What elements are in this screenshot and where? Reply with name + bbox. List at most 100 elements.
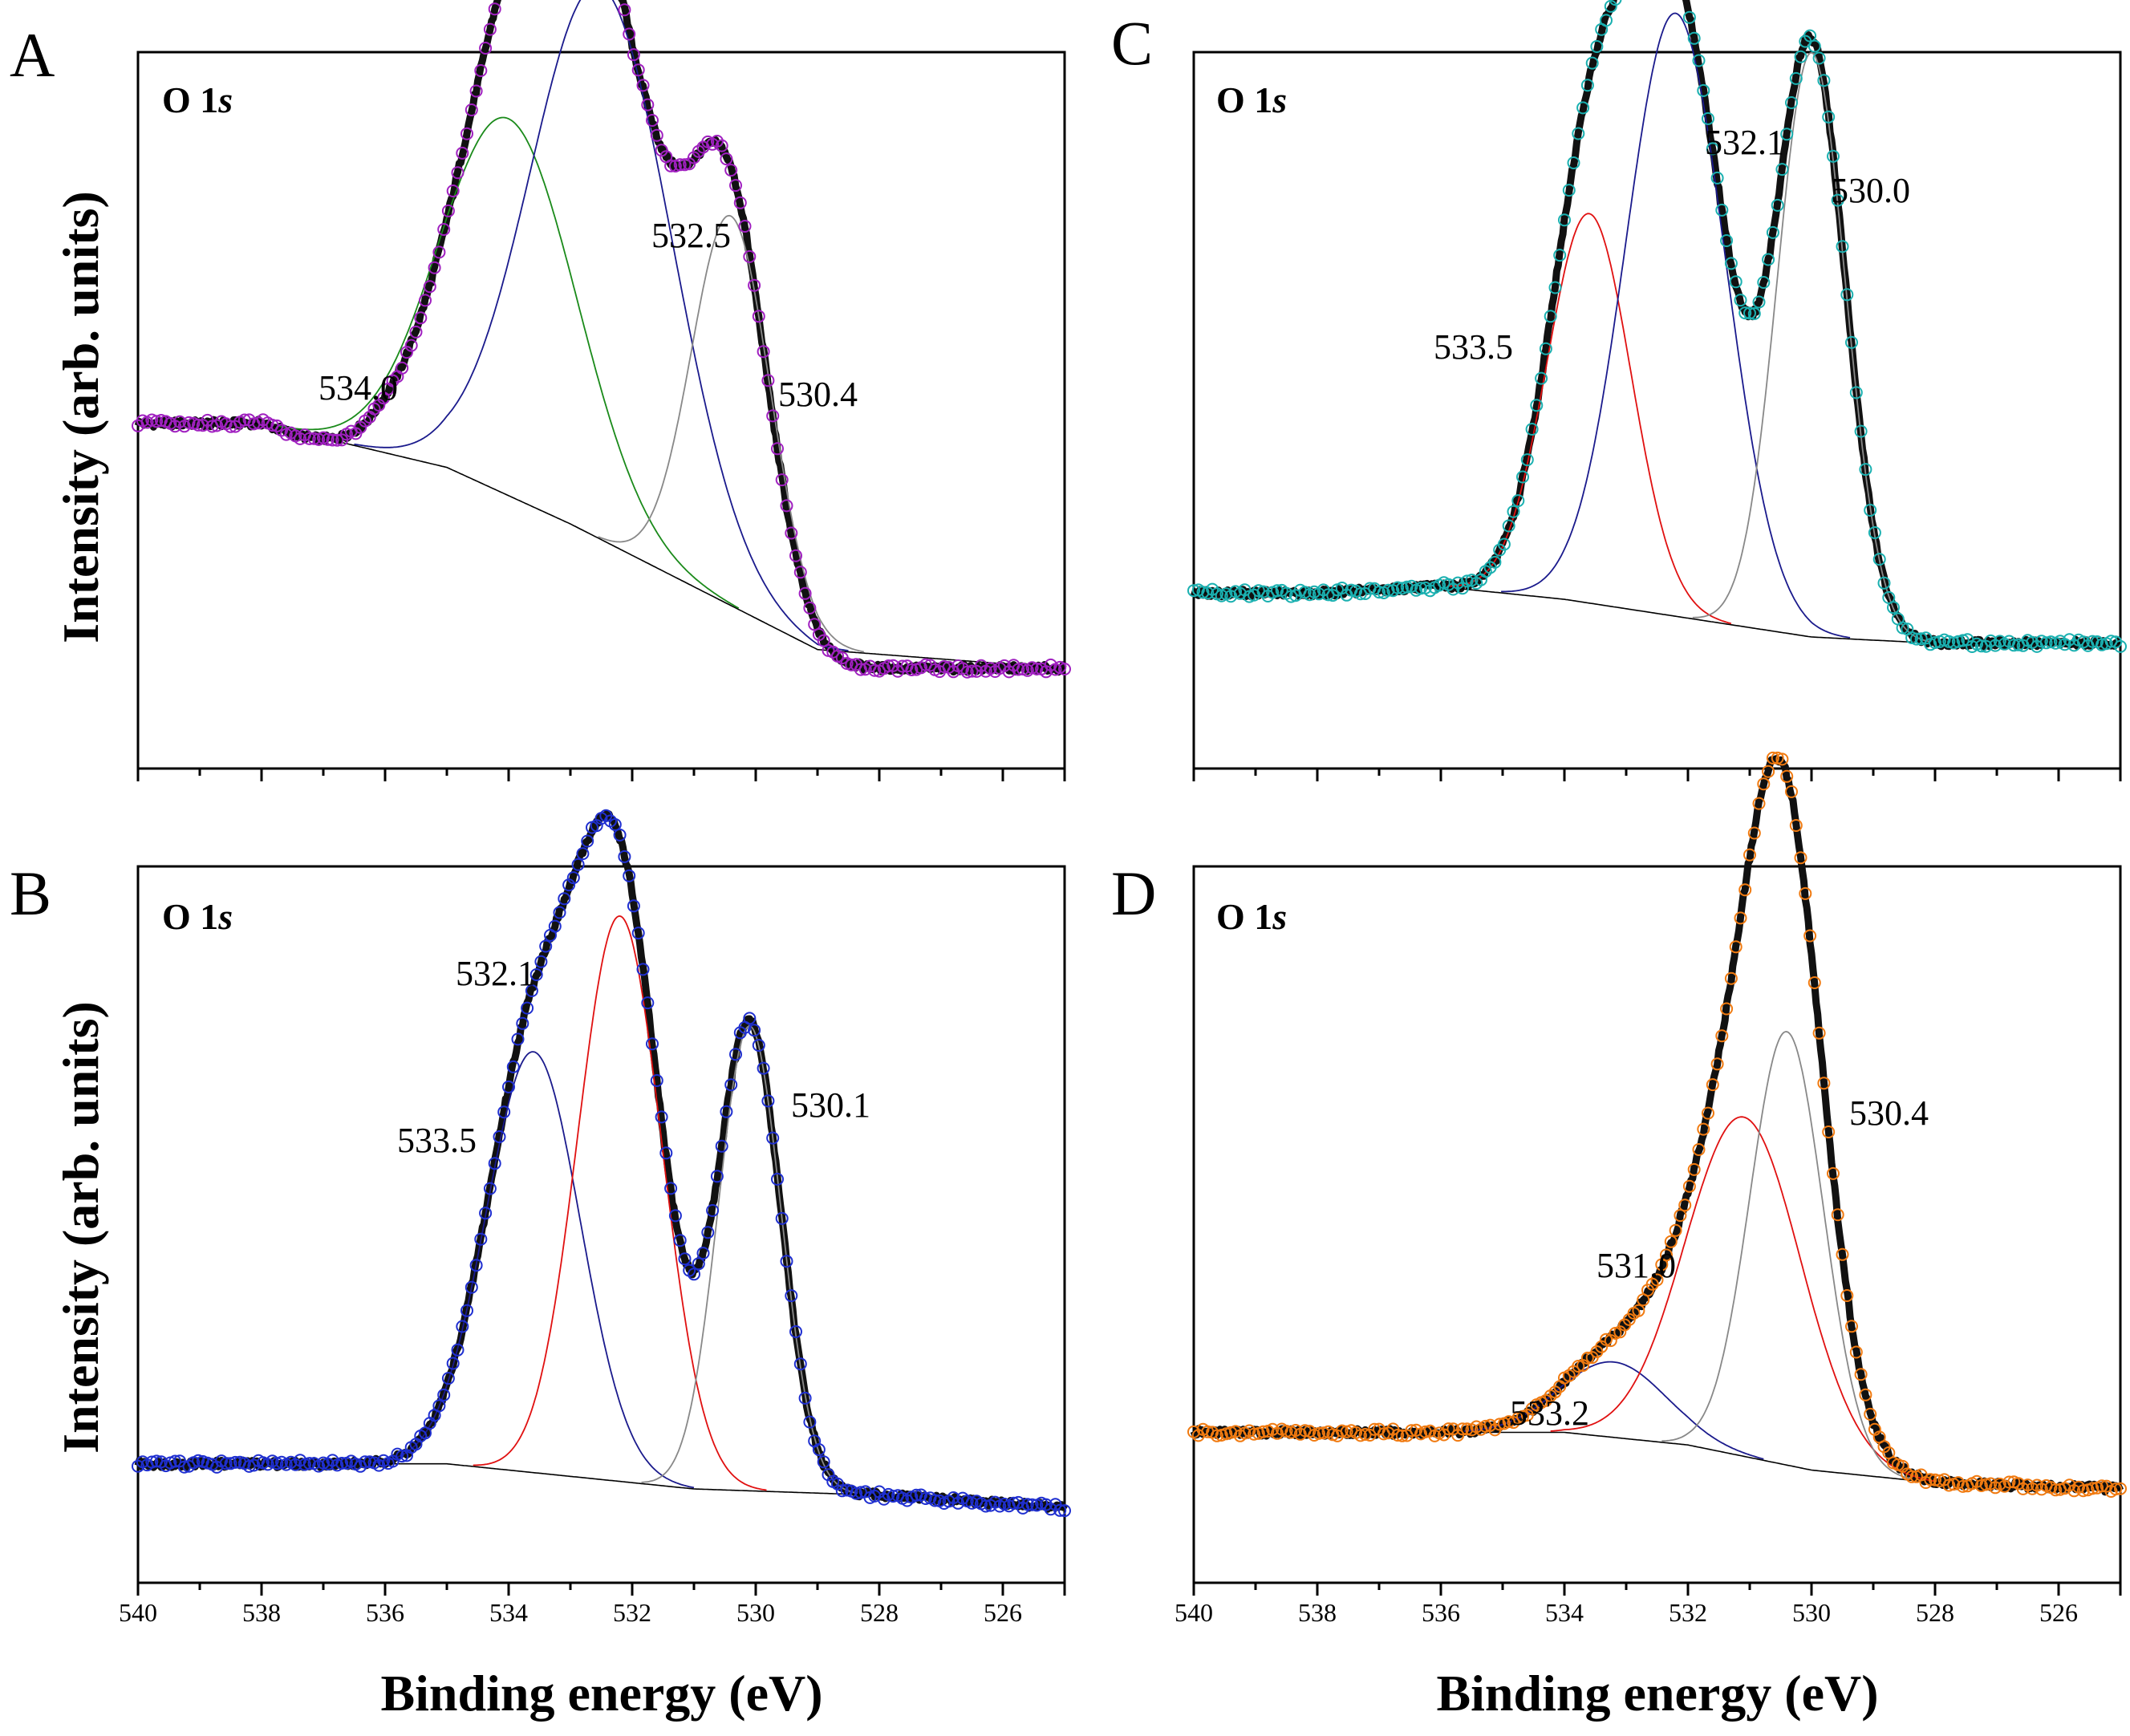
panel-a-experimental-trace bbox=[134, 0, 1067, 676]
panel-b-data-point bbox=[451, 1343, 465, 1357]
panel-c-data-point bbox=[1252, 584, 1265, 598]
panel-b-data-point bbox=[627, 899, 640, 913]
panel-c-data-point bbox=[1187, 584, 1200, 598]
panel-c-data-point bbox=[2039, 636, 2053, 650]
panel-d-data-point bbox=[1845, 1320, 1858, 1333]
panel-a-data-point bbox=[302, 432, 316, 445]
panel-b-data-point bbox=[534, 955, 548, 968]
panel-a-data-point bbox=[636, 79, 650, 92]
panel-d-data-point bbox=[1780, 769, 1794, 783]
panel-c-data-point bbox=[1442, 578, 1455, 591]
panel-d-tick-label: 534 bbox=[1545, 1598, 1584, 1627]
panel-d-data-point bbox=[1794, 851, 1807, 865]
panel-a-data-point bbox=[766, 409, 780, 423]
panel-d-data-point bbox=[1660, 1248, 1673, 1262]
panel-a-data-point bbox=[793, 566, 807, 579]
panel-c-data-point bbox=[1822, 110, 1836, 124]
panel-b-data-point bbox=[460, 1304, 473, 1317]
panel-b-data-point bbox=[623, 869, 636, 882]
panel-d-data-point bbox=[1692, 1143, 1706, 1156]
panel-b-data-point bbox=[456, 1320, 469, 1333]
panel-d-data-point bbox=[1456, 1422, 1469, 1436]
panel-a-data-point bbox=[761, 374, 775, 387]
panel-c-data-point bbox=[1747, 307, 1761, 320]
panel-d-title: O 1s bbox=[1216, 896, 1287, 937]
panel-b-data-point bbox=[469, 1259, 483, 1272]
panel-a-data-point bbox=[400, 346, 413, 359]
panel-c-data-point bbox=[1558, 213, 1571, 227]
panel-a-data-point bbox=[479, 42, 493, 55]
panel-d-data-point bbox=[1929, 1473, 1941, 1487]
panel-a-peak-label-534: 534.0 bbox=[318, 368, 398, 408]
panel-d-data-point bbox=[1734, 911, 1747, 925]
panel-c: C O 1s 533.5 532.1 530.0 bbox=[1111, 0, 2127, 781]
panel-c-data-point bbox=[1720, 234, 1734, 247]
panel-c-data-point bbox=[1743, 306, 1756, 320]
panel-b-data-point bbox=[613, 828, 627, 842]
panel-c-data-point bbox=[1757, 276, 1771, 289]
panel-c-data-point bbox=[1849, 386, 1863, 400]
panel-a-data-point bbox=[960, 665, 974, 679]
panel-d-data-point bbox=[1757, 777, 1771, 791]
panel-c-data-point bbox=[1414, 582, 1427, 595]
panel-b-data-point bbox=[724, 1078, 738, 1092]
panel-b-data-point bbox=[886, 1490, 900, 1503]
panel-d-data-point bbox=[1650, 1273, 1664, 1287]
panel-b-data-point bbox=[706, 1204, 720, 1217]
panel-d-data-point bbox=[1317, 1426, 1330, 1440]
panel-b-data-point bbox=[437, 1388, 451, 1401]
panel-d-data-point bbox=[1353, 1429, 1367, 1442]
panel-b-data-point bbox=[168, 1454, 182, 1468]
panel-b-data-point bbox=[655, 1110, 668, 1124]
panel-b-peak-533-5 bbox=[372, 1051, 695, 1489]
panel-c-data-point bbox=[1682, 10, 1696, 24]
panel-a-data-point bbox=[803, 601, 817, 614]
panel-a-data-point bbox=[655, 144, 668, 157]
panel-d-experimental-trace bbox=[1190, 755, 2124, 1496]
panel-a-data-point bbox=[446, 185, 460, 197]
panel-d-data-point bbox=[1710, 1057, 1724, 1071]
panel-d-data-point bbox=[1391, 1429, 1405, 1442]
panel-a-ticks bbox=[136, 769, 1066, 781]
panel-a-plot bbox=[132, 0, 1071, 679]
panel-c-data-point bbox=[1530, 399, 1544, 412]
panel-d-tick-label: 530 bbox=[1792, 1598, 1831, 1627]
panel-c-data-point bbox=[1585, 56, 1599, 70]
panel-a-data-point bbox=[757, 345, 770, 359]
panel-b-tick-label: 532 bbox=[613, 1598, 651, 1627]
panel-c-data-point bbox=[1854, 424, 1868, 438]
panel-a-data-point bbox=[483, 22, 497, 36]
panel-b-data-point bbox=[432, 1399, 446, 1413]
panel-a-data-point bbox=[664, 159, 678, 172]
panel-c-data-point bbox=[1456, 582, 1469, 595]
panel-a-data-point bbox=[673, 158, 687, 172]
panel-b-data-point bbox=[516, 1016, 529, 1030]
panel-b-tick-label: 538 bbox=[242, 1598, 281, 1627]
panel-d-data-point bbox=[1956, 1479, 1970, 1493]
panel-d-data-point bbox=[1335, 1424, 1349, 1438]
panel-b-data-point bbox=[446, 1357, 460, 1370]
panel-b-peak-532-1 bbox=[473, 915, 767, 1491]
panel-b-data-point bbox=[757, 1061, 770, 1075]
panel-c-data-point bbox=[1803, 29, 1817, 43]
panel-a-data-point bbox=[826, 645, 840, 659]
panel-b-title: O 1s bbox=[162, 896, 233, 937]
panel-d-data-point bbox=[2049, 1483, 2063, 1497]
panel-a-data-point bbox=[432, 245, 446, 259]
panel-b-data-point bbox=[359, 1455, 371, 1469]
panel-b-data-point bbox=[317, 1456, 330, 1470]
panel-b-data-point bbox=[548, 919, 562, 933]
panel-d-data-point bbox=[1738, 883, 1752, 897]
panel-c-data-point bbox=[1738, 306, 1752, 320]
panel-c-data-point bbox=[1525, 423, 1539, 436]
panel-c-data-point bbox=[1812, 51, 1826, 65]
panel-b-data-point bbox=[659, 1146, 673, 1160]
panel-d-data-point bbox=[1822, 1126, 1836, 1138]
panel-b-experimental-trace bbox=[134, 809, 1068, 1513]
panel-d-data-point bbox=[1859, 1388, 1872, 1401]
panel-c-data-point bbox=[1224, 590, 1238, 603]
panel-a-data-point bbox=[423, 280, 436, 294]
panel-b-peak-label-532: 532.1 bbox=[456, 954, 535, 993]
panel-a-data-point bbox=[1058, 663, 1071, 675]
